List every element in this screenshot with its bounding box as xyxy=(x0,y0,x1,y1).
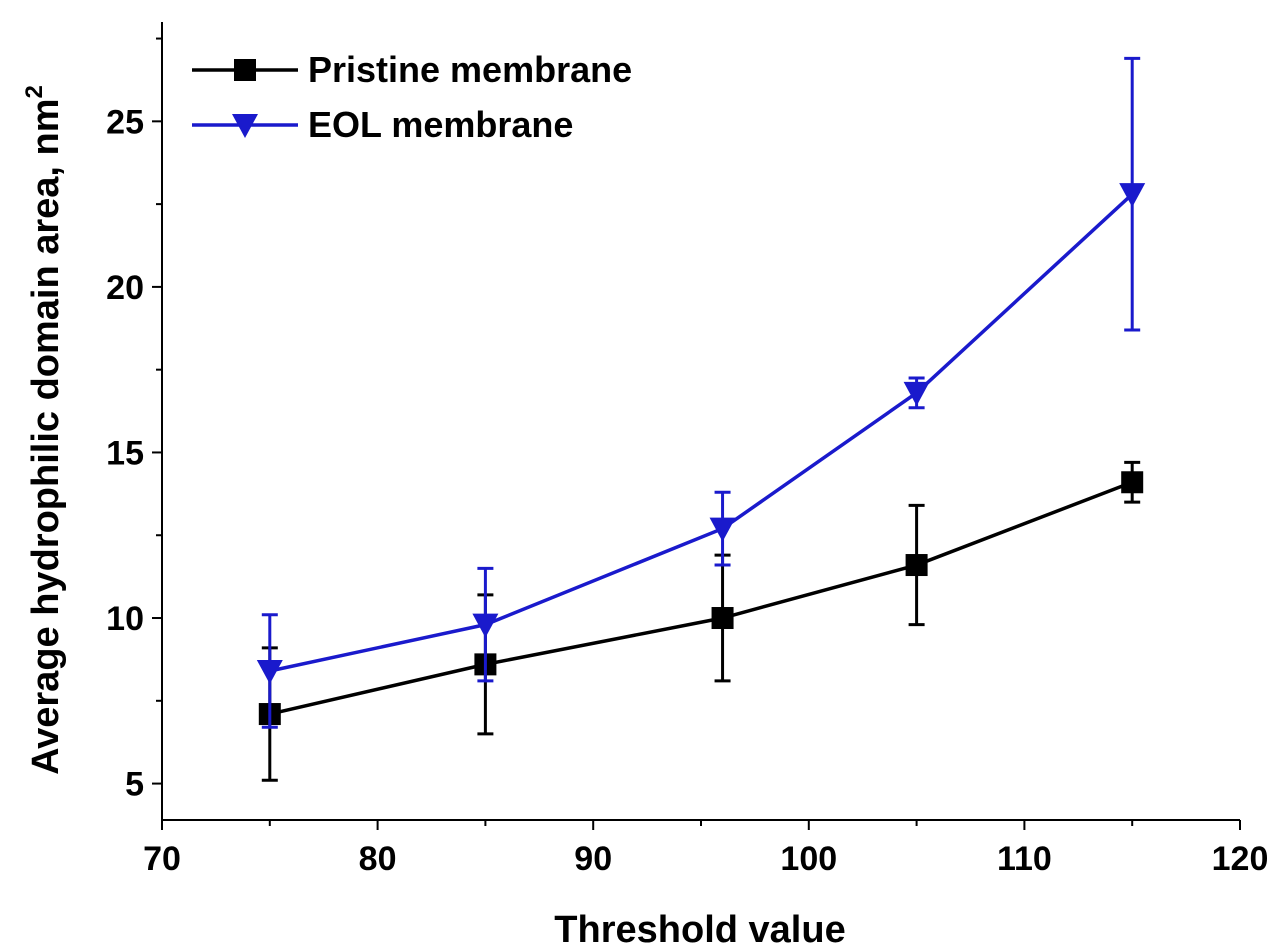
x-tick-label: 120 xyxy=(1212,840,1269,878)
data-point xyxy=(472,613,499,638)
x-tick-label: 70 xyxy=(143,840,181,878)
legend-item: EOL membrane xyxy=(192,104,573,145)
legend-label: EOL membrane xyxy=(308,104,573,145)
x-tick-label: 80 xyxy=(359,840,397,878)
y-tick-label: 25 xyxy=(106,103,144,141)
x-tick-label: 90 xyxy=(574,840,612,878)
legend-label: Pristine membrane xyxy=(308,49,632,90)
y-tick-label: 10 xyxy=(106,600,144,638)
y-tick-label: 5 xyxy=(125,766,144,804)
y-axis-title-text: Average hydrophilic domain area, nm xyxy=(25,98,67,774)
x-axis-title: Threshold value xyxy=(554,909,845,949)
series-line xyxy=(269,192,1134,673)
legend-item: Pristine membrane xyxy=(192,49,632,90)
data-point xyxy=(256,659,283,684)
y-tick-label: 15 xyxy=(106,434,144,472)
data-point xyxy=(903,381,930,406)
data-point xyxy=(905,554,928,577)
series-layer xyxy=(256,56,1146,782)
x-tick-label: 110 xyxy=(997,840,1052,878)
x-tick-label: 100 xyxy=(780,840,837,878)
axes: 70 80 90 100 110 120 5 10 15 20 25 xyxy=(106,22,1268,878)
y-axis-title-superscript: 2 xyxy=(21,85,48,98)
y-tick-label: 20 xyxy=(106,269,144,307)
legend: Pristine membrane EOL membrane xyxy=(192,49,632,145)
data-point xyxy=(1121,471,1144,494)
legend-marker xyxy=(234,59,256,81)
y-axis-title: Average hydrophilic domain area, nm2 xyxy=(21,85,67,775)
series-eol xyxy=(256,56,1146,729)
series-line xyxy=(269,480,1133,716)
data-point xyxy=(709,517,736,542)
series-pristine xyxy=(258,460,1144,782)
legend-marker xyxy=(232,114,258,138)
data-point xyxy=(1119,183,1146,208)
data-point xyxy=(711,607,734,630)
